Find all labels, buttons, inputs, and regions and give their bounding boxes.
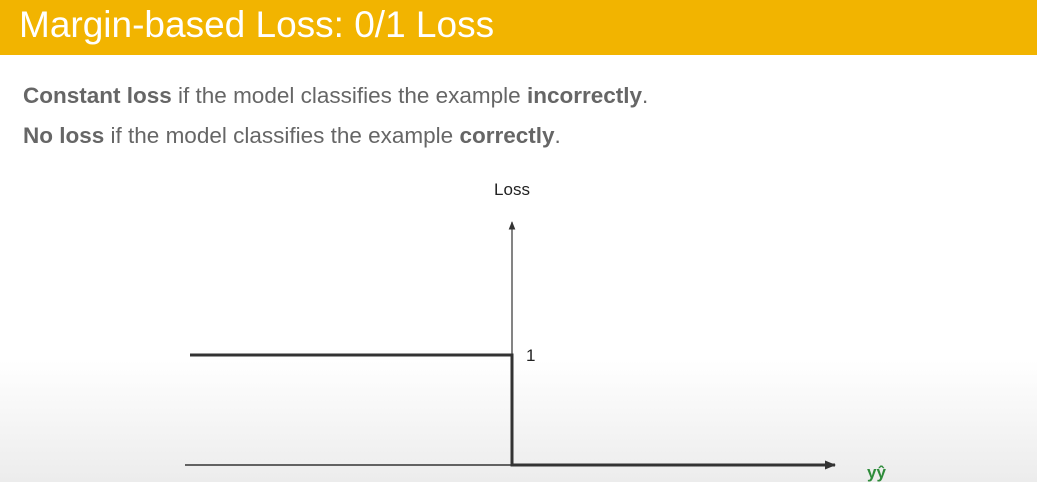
title-bar: Margin-based Loss: 0/1 Loss xyxy=(0,0,1037,55)
bullet-emphasis: No loss xyxy=(23,123,105,148)
loss-series-line xyxy=(190,353,835,467)
bullet-text: . xyxy=(554,123,561,148)
y-tick-label: 1 xyxy=(526,346,535,365)
series-group xyxy=(190,353,835,467)
bullet-text: if the model classifies the example xyxy=(171,83,527,108)
bullet-emphasis: Constant loss xyxy=(23,83,172,108)
bullet-emphasis: correctly xyxy=(459,123,555,148)
bullet-constant-loss: Constant loss if the model classifies th… xyxy=(23,82,648,110)
y-axis-label: Loss xyxy=(494,180,530,199)
bullet-no-loss: No loss if the model classifies the exam… xyxy=(23,122,561,150)
bullet-text: if the model classifies the example xyxy=(104,123,460,148)
slide-title: Margin-based Loss: 0/1 Loss xyxy=(19,4,495,45)
bullet-text: . xyxy=(642,83,649,108)
x-axis-label: yŷ xyxy=(867,463,886,482)
bullet-emphasis: incorrectly xyxy=(526,83,643,108)
